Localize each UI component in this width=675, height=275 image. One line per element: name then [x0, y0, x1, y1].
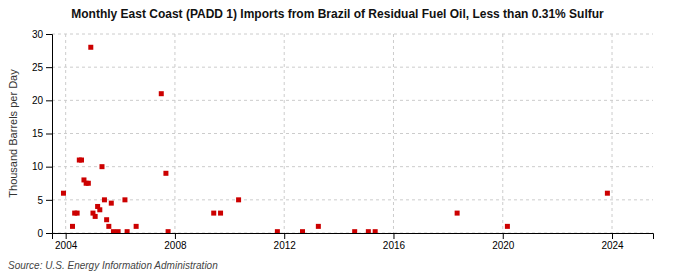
point — [102, 197, 107, 202]
point — [104, 217, 109, 222]
point — [97, 207, 102, 212]
point — [86, 181, 91, 186]
point — [316, 224, 321, 229]
point — [99, 164, 104, 169]
y-grid-line — [52, 34, 653, 35]
y-axis-line — [46, 35, 53, 234]
grid — [52, 34, 653, 233]
point — [159, 91, 164, 96]
point — [61, 191, 66, 196]
point — [366, 229, 371, 233]
point — [300, 229, 305, 233]
point — [93, 214, 98, 219]
y-grid-line — [52, 100, 653, 101]
point — [352, 229, 357, 233]
y-tick-mark — [46, 200, 52, 201]
x-tick-mark — [66, 233, 67, 239]
point — [75, 211, 80, 216]
point — [79, 158, 84, 163]
x-tick-mark — [175, 233, 176, 239]
point — [166, 229, 171, 233]
y-grid-line — [52, 166, 653, 167]
x-tick: 2024 — [601, 233, 624, 251]
x-tick: 2020 — [492, 233, 515, 251]
point — [70, 224, 75, 229]
chart: 2004 2008 2012 2016 2020 2024 0 5 10 15 20 25 30 Thou… — [0, 0, 675, 275]
point — [106, 224, 111, 229]
point — [109, 201, 114, 206]
point — [505, 224, 510, 229]
y-axis-title: Thousand Barrels per Day — [7, 69, 19, 198]
y-tick-label: 5 — [37, 195, 43, 206]
y-tick: 30 — [32, 29, 52, 40]
y-tick-label: 30 — [32, 29, 44, 40]
y-tick-label: 20 — [32, 95, 44, 106]
point — [455, 211, 460, 216]
y-tick-mark — [46, 134, 52, 135]
title: Monthly East Coast (PADD 1) Imports from… — [71, 7, 604, 21]
y-tick-label: 0 — [37, 228, 43, 239]
point — [134, 224, 139, 229]
y-axis: 0 5 10 15 20 25 30 — [32, 29, 53, 239]
point — [111, 229, 116, 233]
x-tick-label: 2008 — [164, 240, 187, 251]
y-tick: 10 — [32, 161, 52, 172]
point — [211, 211, 216, 216]
x-grid-line — [393, 34, 394, 233]
y-tick-mark — [46, 34, 52, 35]
y-tick: 15 — [32, 128, 52, 139]
y-tick-label: 25 — [32, 62, 44, 73]
y-tick-mark — [46, 233, 52, 234]
x-axis: 2004 2008 2012 2016 2020 2024 — [53, 233, 654, 251]
point — [275, 229, 280, 233]
x-tick-mark — [284, 233, 285, 239]
y-grid-line — [52, 67, 653, 68]
x-tick-label: 2020 — [492, 240, 515, 251]
x-tick-mark — [612, 233, 613, 239]
y-tick: 20 — [32, 95, 52, 106]
y-grid-line — [52, 133, 653, 134]
y-tick-mark — [46, 167, 52, 168]
point — [605, 191, 610, 196]
point — [116, 229, 121, 233]
x-grid-line — [284, 34, 285, 233]
x-tick: 2004 — [55, 233, 78, 251]
y-tick: 5 — [37, 195, 52, 206]
x-tick-label: 2024 — [601, 240, 624, 251]
source: Source: U.S. Energy Information Administ… — [8, 260, 218, 271]
point — [163, 171, 168, 176]
point — [236, 197, 241, 202]
plot-area: 2004 2008 2012 2016 2020 2024 0 5 10 15 20 25 30 — [32, 29, 654, 251]
points — [61, 45, 610, 233]
y-grid-line — [52, 199, 653, 200]
point — [218, 211, 223, 216]
y-tick: 25 — [32, 62, 52, 73]
x-tick-label: 2012 — [274, 240, 297, 251]
x-tick-label: 2004 — [55, 240, 78, 251]
x-tick-mark — [503, 233, 504, 239]
point — [122, 197, 127, 202]
y-tick-mark — [46, 67, 52, 68]
x-tick: 2012 — [274, 233, 297, 251]
x-tick: 2008 — [164, 233, 187, 251]
point — [88, 45, 93, 50]
y-tick-label: 10 — [32, 161, 44, 172]
point — [125, 229, 130, 233]
y-tick: 0 — [37, 228, 52, 239]
y-tick-label: 15 — [32, 128, 44, 139]
x-tick-mark — [393, 233, 394, 239]
x-axis-line — [53, 234, 654, 240]
x-tick: 2016 — [383, 233, 406, 251]
x-tick-label: 2016 — [383, 240, 406, 251]
point — [373, 229, 378, 233]
y-tick-mark — [46, 100, 52, 101]
